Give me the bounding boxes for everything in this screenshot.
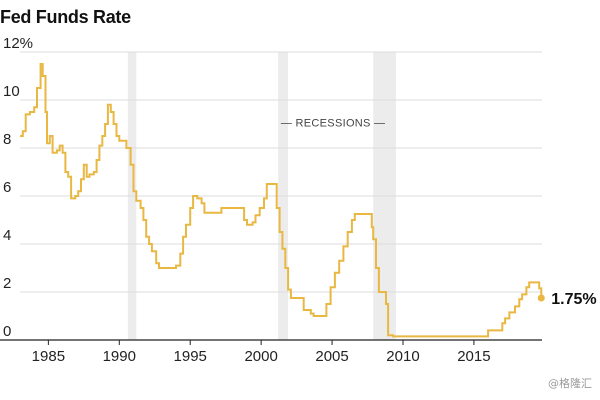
axes	[0, 339, 542, 345]
series-layer	[20, 63, 545, 338]
end-point-marker	[537, 294, 545, 302]
x-tick-label: 1995	[174, 348, 207, 365]
y-tick-label: 6	[3, 179, 11, 196]
y-tick-label: 4	[3, 227, 11, 244]
y-tick-label: 10	[3, 83, 20, 100]
recession-label: — RECESSIONS —	[281, 117, 385, 129]
x-tick-label: 2015	[457, 348, 490, 365]
y-tick-label: 2	[3, 275, 11, 292]
chart-title: Fed Funds Rate	[0, 7, 131, 27]
series-line-1	[20, 63, 543, 338]
y-tick-label: 8	[3, 131, 11, 148]
x-tick-label: 1985	[32, 348, 65, 365]
end-value-label: 1.75%	[551, 291, 596, 308]
labels: 0 2 4 6 8 10 12% 1985 1990 1995 2000 2005 2010 2015 — …	[3, 35, 597, 365]
x-tick-label: 2005	[315, 348, 348, 365]
y-tick-label: 12%	[3, 35, 33, 52]
grid-lines	[20, 51, 542, 293]
y-tick-label: 0	[3, 323, 11, 340]
x-tick-label: 1990	[103, 348, 136, 365]
x-tick-label: 2000	[244, 348, 277, 365]
watermark: @格隆汇	[548, 377, 592, 390]
x-tick-label: 2010	[386, 348, 419, 365]
